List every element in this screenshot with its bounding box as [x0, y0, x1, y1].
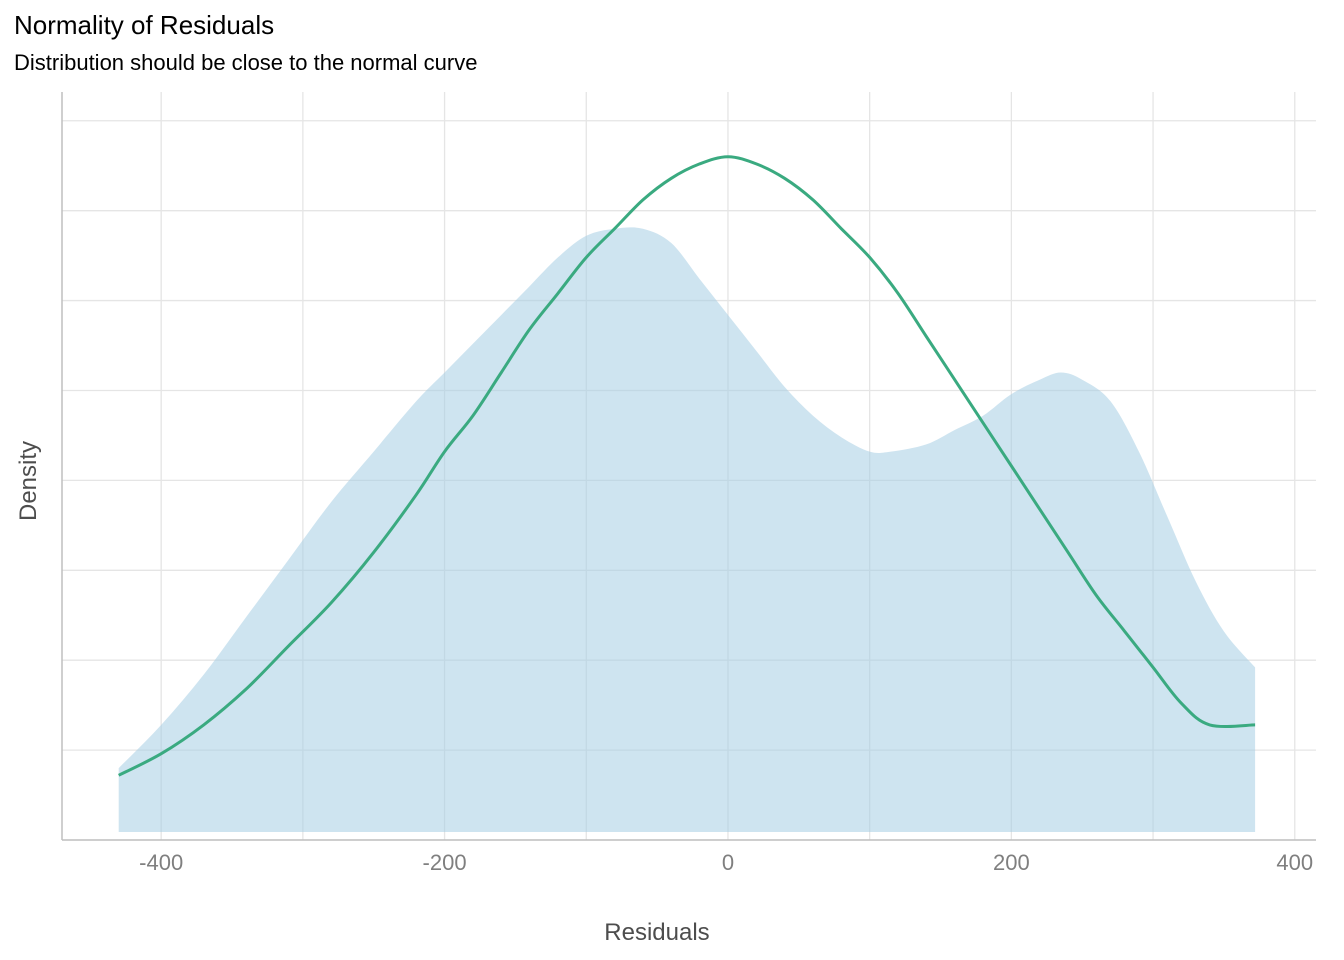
- density-area: [118, 227, 1256, 833]
- y-axis-title: Density: [15, 441, 42, 521]
- x-axis-title: Residuals: [604, 919, 709, 946]
- x-tick-label: 0: [722, 850, 734, 875]
- density-area-layer: [118, 227, 1256, 833]
- x-tick-label: 200: [993, 850, 1030, 875]
- chart-subtitle: Distribution should be close to the norm…: [14, 50, 478, 75]
- chart-title: Normality of Residuals: [14, 10, 275, 40]
- x-tick-label: -400: [139, 850, 183, 875]
- normal-curve-line: [118, 155, 1256, 777]
- x-tick-label: -200: [423, 850, 467, 875]
- x-tick-label: 400: [1276, 850, 1313, 875]
- x-tick-labels: -400 -200 0 200 400: [139, 850, 1313, 875]
- normal-curve-layer: [118, 155, 1256, 777]
